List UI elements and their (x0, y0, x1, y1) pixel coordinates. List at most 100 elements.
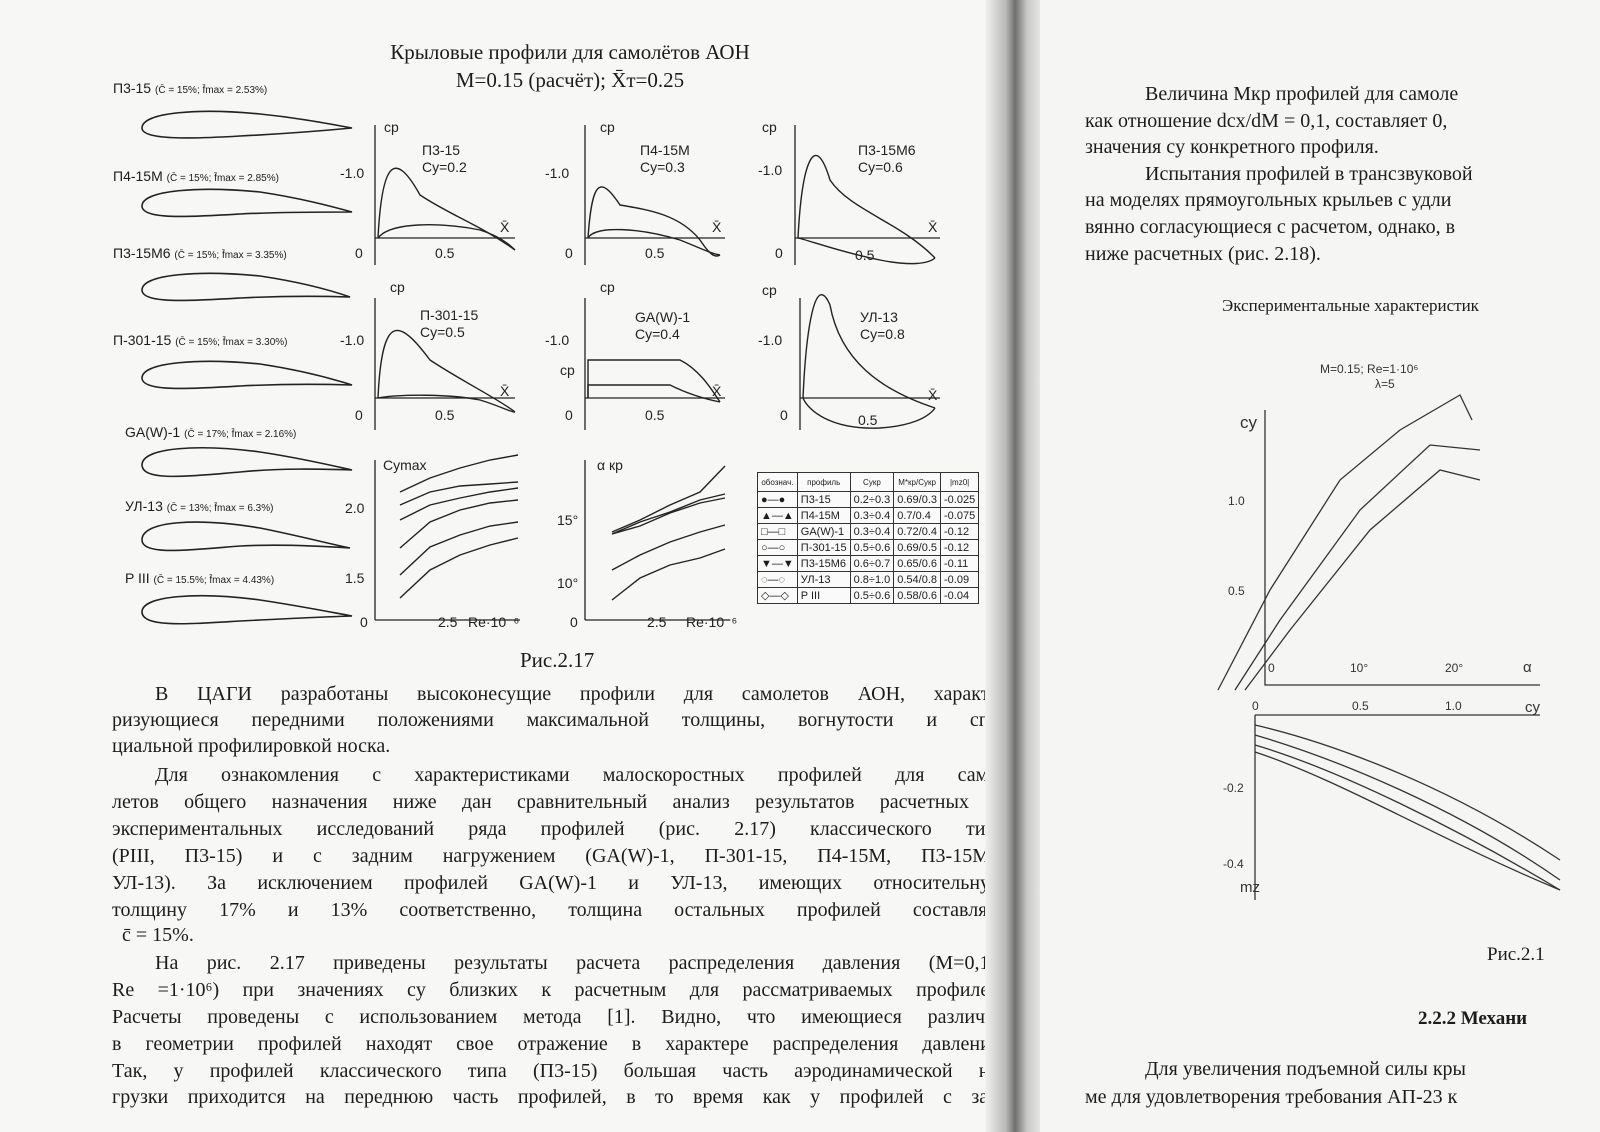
profile-label: П-301-15 (C̄ = 15%; f̄max = 3.30%) (113, 332, 288, 348)
svg-text:0: 0 (565, 245, 573, 261)
marker-triangle-icon: ▲—▲ (757, 507, 798, 524)
svg-text:cy: cy (1525, 699, 1541, 716)
table-row: ◌—◌ УЛ-13 0.8÷1.0 0.54/0.8 -0.09 (757, 571, 980, 588)
svg-text:0.5: 0.5 (435, 407, 455, 423)
marker-triangle-down-icon: ▼—▼ (757, 555, 798, 572)
svg-text:-1.0: -1.0 (758, 162, 782, 178)
svg-text:1.5: 1.5 (345, 570, 365, 586)
svg-text:0: 0 (780, 407, 788, 423)
cp-curves (377, 154, 936, 601)
profile-label: P III (C̄ = 15.5%; f̄max = 4.43%) (125, 570, 275, 586)
svg-text:-1.0: -1.0 (340, 165, 364, 181)
svg-text:0: 0 (355, 245, 363, 261)
table-row: ○—○ П-301-15 0.5÷0.6 0.69/0.5 -0.12 (757, 539, 980, 556)
svg-text:1.0: 1.0 (1445, 699, 1462, 713)
svg-text:0.5: 0.5 (645, 245, 665, 261)
marker-square-icon: □—□ (757, 523, 798, 540)
svg-text:0.5: 0.5 (855, 247, 875, 263)
figure-title: Крыловые профили для самолётов АОН (390, 40, 750, 64)
airfoil-shapes (141, 110, 353, 625)
marker-circle-open-icon: ◌—◌ (757, 571, 798, 588)
svg-text:Cy=0.3: Cy=0.3 (640, 159, 685, 175)
profile-label: П3-15 (C̄ = 15%; f̄max = 2.53%) (113, 80, 268, 96)
figure-caption: Рис.2.17 (520, 648, 595, 672)
svg-text:-1.0: -1.0 (340, 332, 364, 348)
svg-text:Re·10⁻⁶: Re·10⁻⁶ (686, 614, 737, 630)
svg-text:α кр: α кр (597, 457, 623, 473)
svg-text:λ=5: λ=5 (1375, 377, 1395, 391)
svg-text:α: α (1523, 659, 1532, 676)
profile-label: GA(W)-1 (C̄ = 17%; f̄max = 2.16%) (125, 424, 297, 440)
book-gutter (985, 0, 1045, 1132)
svg-text:1.0: 1.0 (1228, 494, 1245, 508)
airfoil-gaw1 (141, 447, 353, 478)
svg-text:cp: cp (560, 362, 575, 378)
svg-text:0: 0 (775, 245, 783, 261)
marker-diamond-icon: ◇—◇ (757, 587, 798, 604)
svg-text:-1.0: -1.0 (758, 332, 782, 348)
svg-text:cp: cp (390, 279, 405, 295)
figure-title: Экспериментальные характеристик (1222, 296, 1479, 315)
svg-text:УЛ-13: УЛ-13 (860, 309, 898, 325)
table-row: ●—● П3-15 0.2÷0.3 0.69/0.3 -0.025 (757, 491, 980, 508)
svg-text:П4-15М: П4-15М (640, 142, 690, 158)
svg-text:X̄: X̄ (500, 383, 510, 399)
figure-caption: Рис.2.1 (1487, 944, 1545, 965)
svg-text:Cy=0.2: Cy=0.2 (422, 159, 467, 175)
svg-text:10°: 10° (1350, 661, 1368, 675)
svg-text:cp: cp (600, 279, 615, 295)
profile-label: П4-15М (C̄ = 15%; f̄max = 2.85%) (113, 168, 279, 184)
svg-text:0: 0 (1268, 661, 1275, 675)
svg-text:Cy=0.5: Cy=0.5 (420, 324, 465, 340)
svg-text:X̄: X̄ (928, 387, 938, 403)
svg-text:0: 0 (1252, 699, 1259, 713)
airfoil-p301 (141, 360, 353, 390)
airfoil-p4-15m (141, 188, 353, 218)
table-row: ▼—▼ П3-15М6 0.6÷0.7 0.65/0.6 -0.11 (757, 555, 980, 572)
svg-text:0: 0 (355, 407, 363, 423)
svg-text:2.5: 2.5 (438, 614, 458, 630)
svg-text:GA(W)-1: GA(W)-1 (635, 309, 690, 325)
marker-circle-icon: ○—○ (757, 539, 798, 556)
section-heading: 2.2.2 Механи (1418, 1008, 1528, 1029)
svg-text:cp: cp (600, 119, 615, 135)
figure-graphics: cp -1.0 0 0.5 X̄ П3-15 Cy=0.2 cp -1.0 0 … (141, 110, 940, 630)
axis-labels: cp -1.0 0 0.5 X̄ П3-15 Cy=0.2 cp -1.0 0 … (340, 119, 938, 630)
left-page: Крыловые профили для самолётов АОН M=0.1… (112, 40, 1005, 1108)
svg-text:П-301-15: П-301-15 (420, 307, 479, 323)
svg-text:0.5: 0.5 (1228, 584, 1245, 598)
right-page: Величина Mкр профилей для самоле как отн… (1040, 0, 1600, 1132)
svg-text:Cymax: Cymax (383, 457, 427, 473)
svg-text:0: 0 (565, 407, 573, 423)
svg-text:mz: mz (1240, 879, 1260, 896)
svg-text:0.5: 0.5 (1352, 699, 1369, 713)
svg-text:0.5: 0.5 (645, 407, 665, 423)
svg-text:-1.0: -1.0 (545, 332, 569, 348)
svg-text:10°: 10° (557, 575, 578, 591)
profile-label: П3-15М6 (C̄ = 15%; f̄max = 3.35%) (113, 245, 287, 261)
svg-text:Cy=0.8: Cy=0.8 (860, 326, 905, 342)
svg-text:-0.4: -0.4 (1223, 857, 1244, 871)
svg-text:15°: 15° (557, 512, 578, 528)
svg-text:2.0: 2.0 (345, 500, 365, 516)
svg-text:X̄: X̄ (500, 219, 510, 235)
svg-text:cp: cp (762, 282, 777, 298)
svg-text:X̄: X̄ (712, 383, 722, 399)
airfoil-p3-15m6 (141, 272, 351, 302)
table-row: ◇—◇ P III 0.5÷0.6 0.58/0.6 -0.04 (757, 587, 980, 604)
svg-text:0.5: 0.5 (435, 245, 455, 261)
profile-label: УЛ-13 (C̄ = 13%; f̄max = 6.3%) (125, 498, 274, 514)
svg-text:cp: cp (384, 119, 399, 135)
airfoil-p3-15 (141, 110, 353, 139)
svg-text:X̄: X̄ (712, 219, 722, 235)
table-row: ▲—▲ П4-15М 0.3÷0.4 0.7/0.4 -0.075 (757, 507, 980, 524)
table-header: обознач. профиль Cyкр M*кр/Cyкр |mz0| (757, 472, 980, 492)
svg-text:Cy=0.4: Cy=0.4 (635, 326, 680, 342)
svg-text:20°: 20° (1445, 661, 1463, 675)
svg-text:X̄: X̄ (928, 219, 938, 235)
table-row: □—□ GA(W)-1 0.3÷0.4 0.72/0.4 -0.12 (757, 523, 980, 540)
svg-text:0.5: 0.5 (858, 412, 878, 428)
experimental-figure: M=0.15; Re=1·10⁶ λ=5 cy 0.5 1.0 0 10° 20… (1217, 362, 1561, 900)
airfoil-p3 (141, 594, 353, 625)
svg-text:cp: cp (762, 119, 777, 135)
